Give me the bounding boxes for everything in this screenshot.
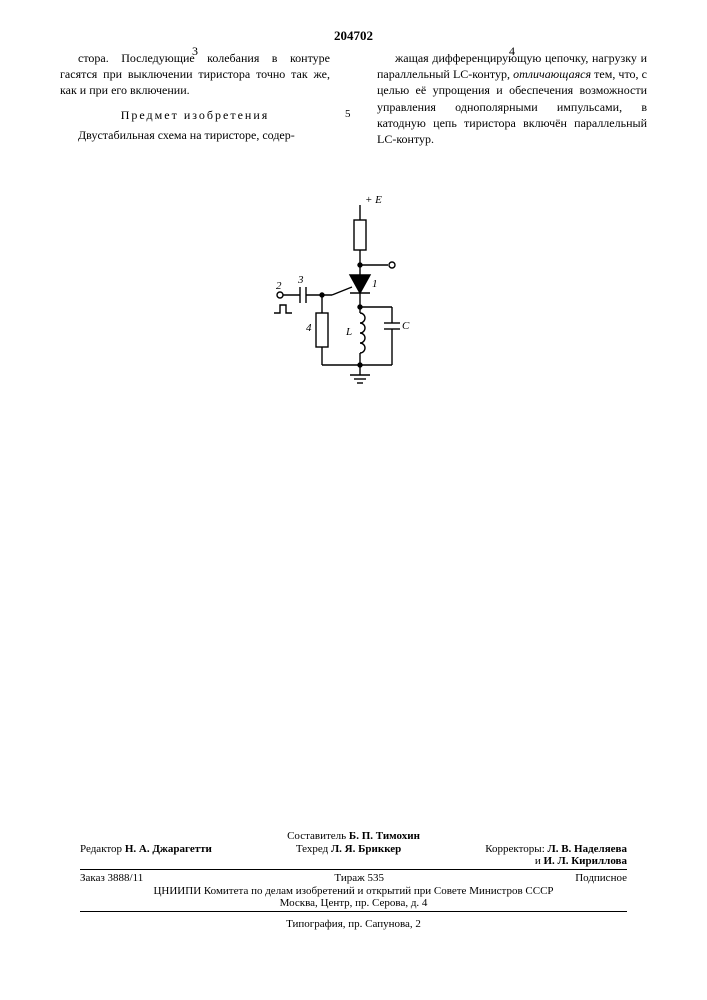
doc-number: 204702 xyxy=(334,28,373,44)
addr: Москва, Центр, пр. Серова, д. 4 xyxy=(80,897,627,909)
label-2: 2 xyxy=(276,280,282,292)
left-page-num: 3 xyxy=(192,44,198,59)
order: Заказ 3888/11 xyxy=(80,872,143,884)
text-columns: 3 4 стора. Последующие колебания в конту… xyxy=(0,50,707,147)
proof-label: Корректоры: xyxy=(485,843,544,855)
footer-block: Составитель Б. П. Тимохин Редактор Н. А.… xyxy=(80,830,627,930)
compiler-name: Б. П. Тимохин xyxy=(349,830,420,842)
editor-label: Редактор xyxy=(80,843,122,855)
label-L: L xyxy=(345,326,352,338)
label-4: 4 xyxy=(306,322,312,334)
proof1: Л. В. Наделяева xyxy=(548,843,627,855)
proof-join: и xyxy=(535,855,541,867)
org: ЦНИИПИ Комитета по делам изобретений и о… xyxy=(80,885,627,897)
compiler-label: Составитель xyxy=(287,830,346,842)
label-supply: + E xyxy=(365,194,382,206)
sub: Подписное xyxy=(575,872,627,884)
proof2: И. Л. Кириллова xyxy=(543,855,627,867)
margin-line-number: 5 xyxy=(345,108,351,120)
right-column: жащая дифференцирующую цепочку, нагрузку… xyxy=(377,50,647,147)
typography: Типография, пр. Сапунова, 2 xyxy=(80,918,627,930)
right-page-num: 4 xyxy=(509,44,515,59)
left-p2: Двустабильная схема на тиристоре, содер- xyxy=(60,127,330,143)
circuit-diagram: + E 1 2 xyxy=(270,195,430,395)
label-C: C xyxy=(402,320,410,332)
left-column: стора. Последующие колебания в контуре г… xyxy=(60,50,330,147)
right-p1-em: отличающаяся xyxy=(513,67,591,81)
tirazh: Тираж 535 xyxy=(334,872,384,884)
label-1: 1 xyxy=(372,278,378,290)
tech-label: Техред xyxy=(296,843,328,855)
editor-name: Н. А. Джарагетти xyxy=(125,843,212,855)
right-p1: жащая дифференцирующую цепочку, нагрузку… xyxy=(377,50,647,147)
label-3: 3 xyxy=(297,274,304,286)
subject-title: Предмет изобретения xyxy=(60,107,330,123)
tech-name: Л. Я. Бриккер xyxy=(331,843,401,855)
